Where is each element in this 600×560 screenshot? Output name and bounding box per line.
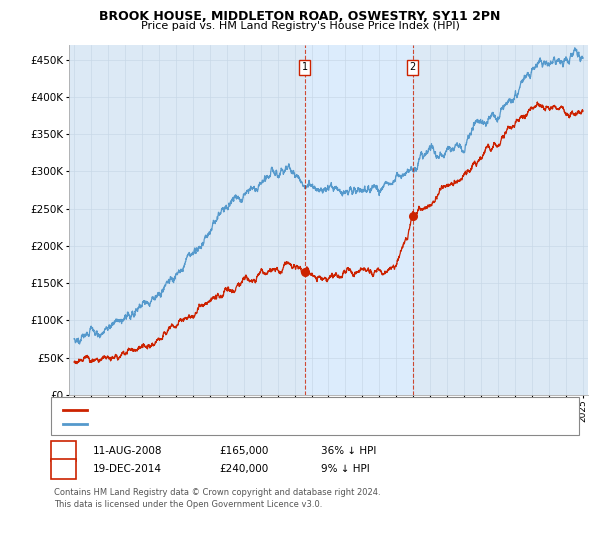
Text: £240,000: £240,000: [219, 464, 268, 474]
Text: 11-AUG-2008: 11-AUG-2008: [93, 446, 163, 456]
Text: 2: 2: [410, 62, 416, 72]
Text: 1: 1: [302, 62, 308, 72]
Bar: [305, 45, 413, 395]
Text: £165,000: £165,000: [219, 446, 268, 456]
Text: 2: 2: [60, 464, 67, 474]
Text: HPI: Average price, detached house, Shropshire: HPI: Average price, detached house, Shro…: [91, 419, 318, 428]
Text: BROOK HOUSE, MIDDLETON ROAD, OSWESTRY, SY11 2PN (detached house): BROOK HOUSE, MIDDLETON ROAD, OSWESTRY, S…: [91, 405, 451, 414]
Text: 1: 1: [60, 446, 67, 456]
Text: Contains HM Land Registry data © Crown copyright and database right 2024.
This d: Contains HM Land Registry data © Crown c…: [54, 488, 380, 509]
Text: 36% ↓ HPI: 36% ↓ HPI: [321, 446, 376, 456]
Text: BROOK HOUSE, MIDDLETON ROAD, OSWESTRY, SY11 2PN: BROOK HOUSE, MIDDLETON ROAD, OSWESTRY, S…: [100, 10, 500, 23]
Text: 9% ↓ HPI: 9% ↓ HPI: [321, 464, 370, 474]
Text: Price paid vs. HM Land Registry's House Price Index (HPI): Price paid vs. HM Land Registry's House …: [140, 21, 460, 31]
Text: 19-DEC-2014: 19-DEC-2014: [93, 464, 162, 474]
